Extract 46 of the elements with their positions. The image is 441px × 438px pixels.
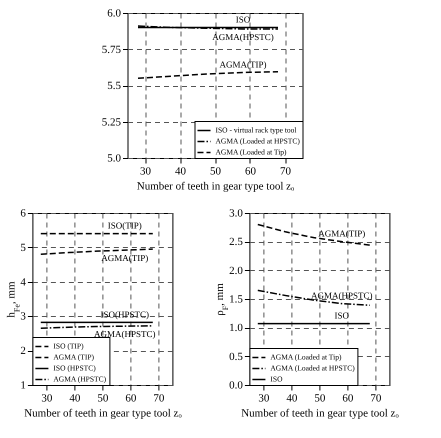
x-tick-label: 60 <box>245 166 256 178</box>
annotation: ISO <box>334 310 350 321</box>
x-axis-title: Number of teeth in gear type tool zₒ <box>24 408 182 420</box>
x-tick-label: 30 <box>140 166 152 178</box>
x-axis-title: Number of teeth in gear type tool zₒ <box>241 408 399 420</box>
annotation: AGMA(HPSTC) <box>311 290 373 301</box>
y-tick-label: 5.5 <box>107 80 122 92</box>
y-tick-label: 2.0 <box>229 264 244 277</box>
annotation: AGMA(HPSTC) <box>212 32 274 42</box>
x-tick-label: 60 <box>342 392 354 404</box>
annotation: AGMA(TIP) <box>220 59 266 70</box>
y-tick-label: 5.75 <box>102 44 122 56</box>
y-tick-label: 0.0 <box>229 380 244 392</box>
line-series <box>257 290 371 306</box>
x-tick-label: 40 <box>175 166 186 178</box>
x-tick-label: 60 <box>125 392 137 404</box>
y-tick-label: 0.5 <box>229 350 244 363</box>
x-tick-label: 50 <box>210 166 222 178</box>
y-tick-label: 2 <box>20 345 26 358</box>
y-tick-label: 6 <box>20 208 26 220</box>
x-tick-label: 70 <box>153 392 165 404</box>
x-tick-label: 70 <box>370 392 382 404</box>
y-tick-label: 4 <box>20 276 26 288</box>
y-tick-label: 1 <box>20 380 26 392</box>
y-tick-label: 1.5 <box>229 294 244 306</box>
x-tick-label: 40 <box>286 392 298 404</box>
y-tick-label: 3.0 <box>229 208 244 220</box>
x-tick-label: 70 <box>280 166 292 178</box>
x-tick-label: 50 <box>314 392 326 404</box>
line-series <box>137 70 279 79</box>
x-tick-label: 40 <box>69 392 81 404</box>
annotation: AGMA(HPSTC) <box>94 329 156 340</box>
x-tick-label: 50 <box>97 392 109 404</box>
annotation: ISO <box>236 14 251 24</box>
x-axis-title: Number of teeth in gear type tool zₒ <box>136 180 294 192</box>
y-tick-label: 1.0 <box>229 322 244 334</box>
x-tick-label: 30 <box>41 392 53 404</box>
y-tick-label: 3 <box>20 310 26 323</box>
annotation: ISO(TIP) <box>108 220 142 231</box>
y-tick-label: 5.0 <box>107 152 122 164</box>
y-tick-label: 6.0 <box>107 8 122 20</box>
y-tick-label: 5.25 <box>102 116 122 128</box>
y-tick-label: 2.5 <box>229 236 244 248</box>
x-tick-label: 30 <box>258 392 270 404</box>
y-tick-label: 5 <box>20 242 26 254</box>
annotation: AGMA(TIP) <box>101 253 148 264</box>
